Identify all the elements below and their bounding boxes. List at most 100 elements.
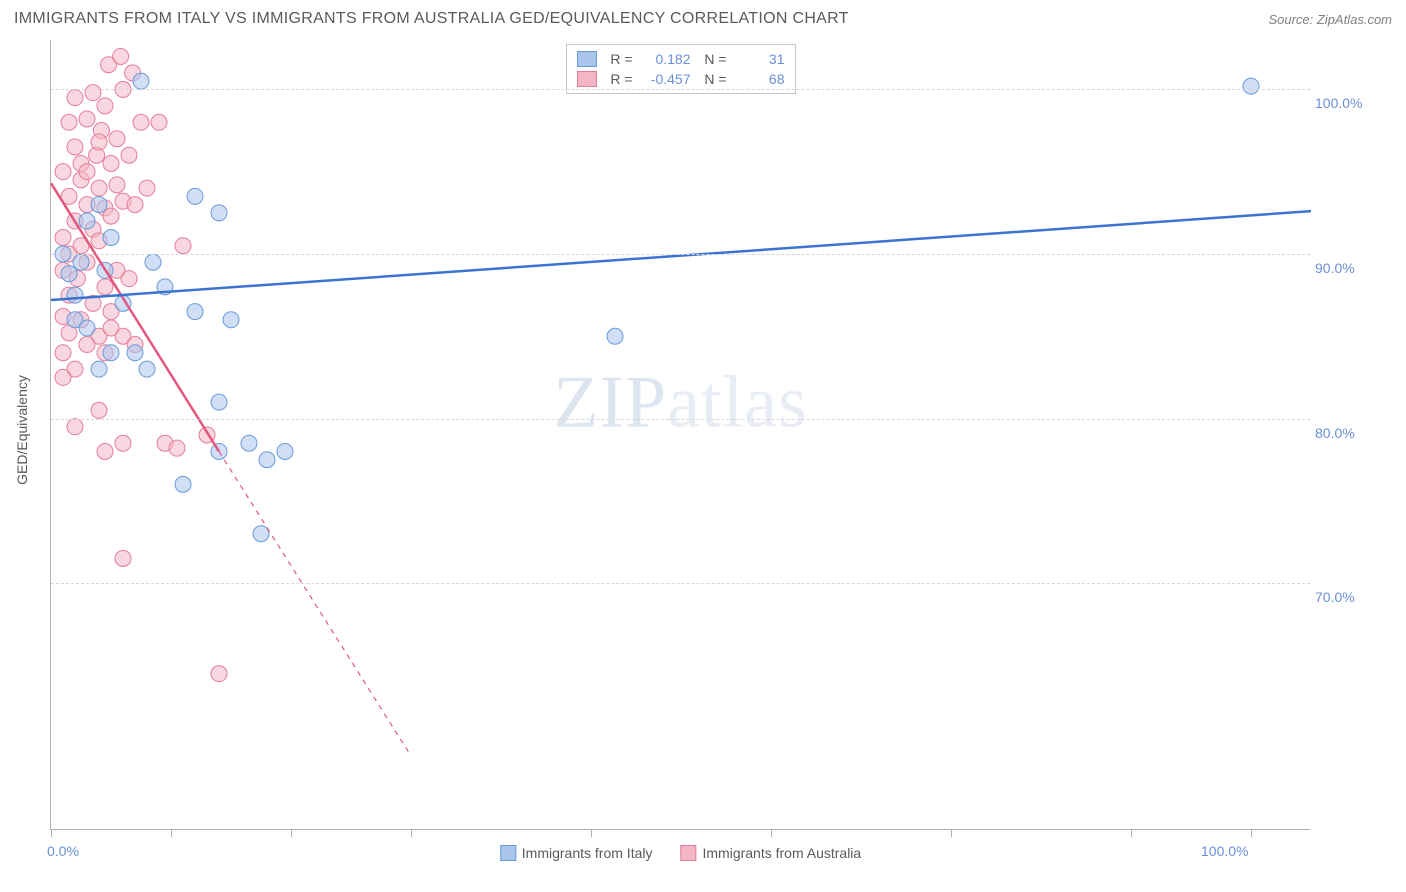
legend-n-value-2: 68 xyxy=(735,71,785,87)
scatter-point xyxy=(61,114,77,130)
scatter-point xyxy=(127,345,143,361)
scatter-point xyxy=(113,48,129,64)
scatter-point xyxy=(103,155,119,171)
legend-stats-row-1: R = 0.182 N = 31 xyxy=(577,49,785,69)
x-tick xyxy=(951,829,952,837)
scatter-point xyxy=(145,254,161,270)
scatter-point xyxy=(103,208,119,224)
x-tick xyxy=(591,829,592,837)
scatter-point xyxy=(133,114,149,130)
gridline-h xyxy=(51,419,1310,420)
legend-swatch-2 xyxy=(577,71,597,87)
y-tick-label: 80.0% xyxy=(1315,425,1385,441)
scatter-point xyxy=(211,666,227,682)
scatter-point xyxy=(85,85,101,101)
chart-title: IMMIGRANTS FROM ITALY VS IMMIGRANTS FROM… xyxy=(14,10,849,28)
scatter-point xyxy=(61,266,77,282)
scatter-point xyxy=(79,164,95,180)
scatter-point xyxy=(73,254,89,270)
scatter-point xyxy=(187,304,203,320)
x-tick xyxy=(171,829,172,837)
scatter-point xyxy=(103,320,119,336)
legend-n-label: N = xyxy=(699,51,727,67)
scatter-point xyxy=(175,476,191,492)
scatter-point xyxy=(103,230,119,246)
x-tick xyxy=(411,829,412,837)
scatter-point xyxy=(115,550,131,566)
scatter-point xyxy=(133,73,149,89)
scatter-point xyxy=(79,213,95,229)
y-axis-label: GED/Equivalency xyxy=(14,375,30,485)
x-tick-label: 0.0% xyxy=(47,843,79,859)
scatter-point xyxy=(67,419,83,435)
legend-item-australia: Immigrants from Australia xyxy=(680,845,861,861)
scatter-point xyxy=(127,197,143,213)
scatter-point xyxy=(97,98,113,114)
legend-item-italy: Immigrants from Italy xyxy=(500,845,653,861)
scatter-point xyxy=(91,197,107,213)
legend-series: Immigrants from Italy Immigrants from Au… xyxy=(500,845,861,861)
scatter-point xyxy=(91,402,107,418)
legend-label-italy: Immigrants from Italy xyxy=(522,845,653,861)
y-tick-label: 90.0% xyxy=(1315,260,1385,276)
scatter-point xyxy=(97,279,113,295)
gridline-h xyxy=(51,254,1310,255)
y-tick-label: 70.0% xyxy=(1315,589,1385,605)
x-tick xyxy=(1251,829,1252,837)
trend-line xyxy=(51,211,1311,300)
scatter-point xyxy=(79,111,95,127)
legend-label-australia: Immigrants from Australia xyxy=(702,845,861,861)
scatter-point xyxy=(121,147,137,163)
legend-stats: R = 0.182 N = 31 R = -0.457 N = 68 xyxy=(566,44,796,94)
trend-line xyxy=(219,451,411,755)
x-tick xyxy=(1131,829,1132,837)
x-tick xyxy=(771,829,772,837)
scatter-point xyxy=(211,205,227,221)
gridline-h xyxy=(51,89,1310,90)
scatter-point xyxy=(55,369,71,385)
y-tick-label: 100.0% xyxy=(1315,95,1385,111)
scatter-point xyxy=(97,443,113,459)
scatter-point xyxy=(55,230,71,246)
scatter-point xyxy=(175,238,191,254)
legend-stats-row-2: R = -0.457 N = 68 xyxy=(577,69,785,89)
scatter-point xyxy=(91,180,107,196)
legend-r-label: R = xyxy=(605,71,633,87)
scatter-point xyxy=(223,312,239,328)
legend-r-value-1: 0.182 xyxy=(641,51,691,67)
scatter-point xyxy=(67,90,83,106)
x-tick xyxy=(51,829,52,837)
scatter-point xyxy=(253,526,269,542)
source-attribution: Source: ZipAtlas.com xyxy=(1268,12,1392,27)
gridline-h xyxy=(51,583,1310,584)
scatter-point xyxy=(91,134,107,150)
scatter-point xyxy=(67,287,83,303)
scatter-point xyxy=(103,345,119,361)
legend-r-value-2: -0.457 xyxy=(641,71,691,87)
scatter-point xyxy=(277,443,293,459)
scatter-point xyxy=(139,180,155,196)
scatter-point xyxy=(79,320,95,336)
scatter-point xyxy=(211,394,227,410)
legend-swatch-australia xyxy=(680,845,696,861)
scatter-point xyxy=(109,177,125,193)
scatter-point xyxy=(241,435,257,451)
legend-r-label: R = xyxy=(605,51,633,67)
scatter-point xyxy=(91,361,107,377)
scatter-point xyxy=(55,164,71,180)
scatter-point xyxy=(1243,78,1259,94)
x-tick xyxy=(291,829,292,837)
scatter-point xyxy=(55,345,71,361)
scatter-point xyxy=(151,114,167,130)
x-tick-label: 100.0% xyxy=(1201,843,1248,859)
scatter-point xyxy=(139,361,155,377)
scatter-point xyxy=(109,131,125,147)
scatter-point xyxy=(121,271,137,287)
plot-area: ZIPatlas R = 0.182 N = 31 R = -0.457 N =… xyxy=(50,40,1310,830)
legend-swatch-1 xyxy=(577,51,597,67)
scatter-point xyxy=(187,188,203,204)
legend-n-label: N = xyxy=(699,71,727,87)
scatter-point xyxy=(115,435,131,451)
legend-swatch-italy xyxy=(500,845,516,861)
scatter-point xyxy=(169,440,185,456)
